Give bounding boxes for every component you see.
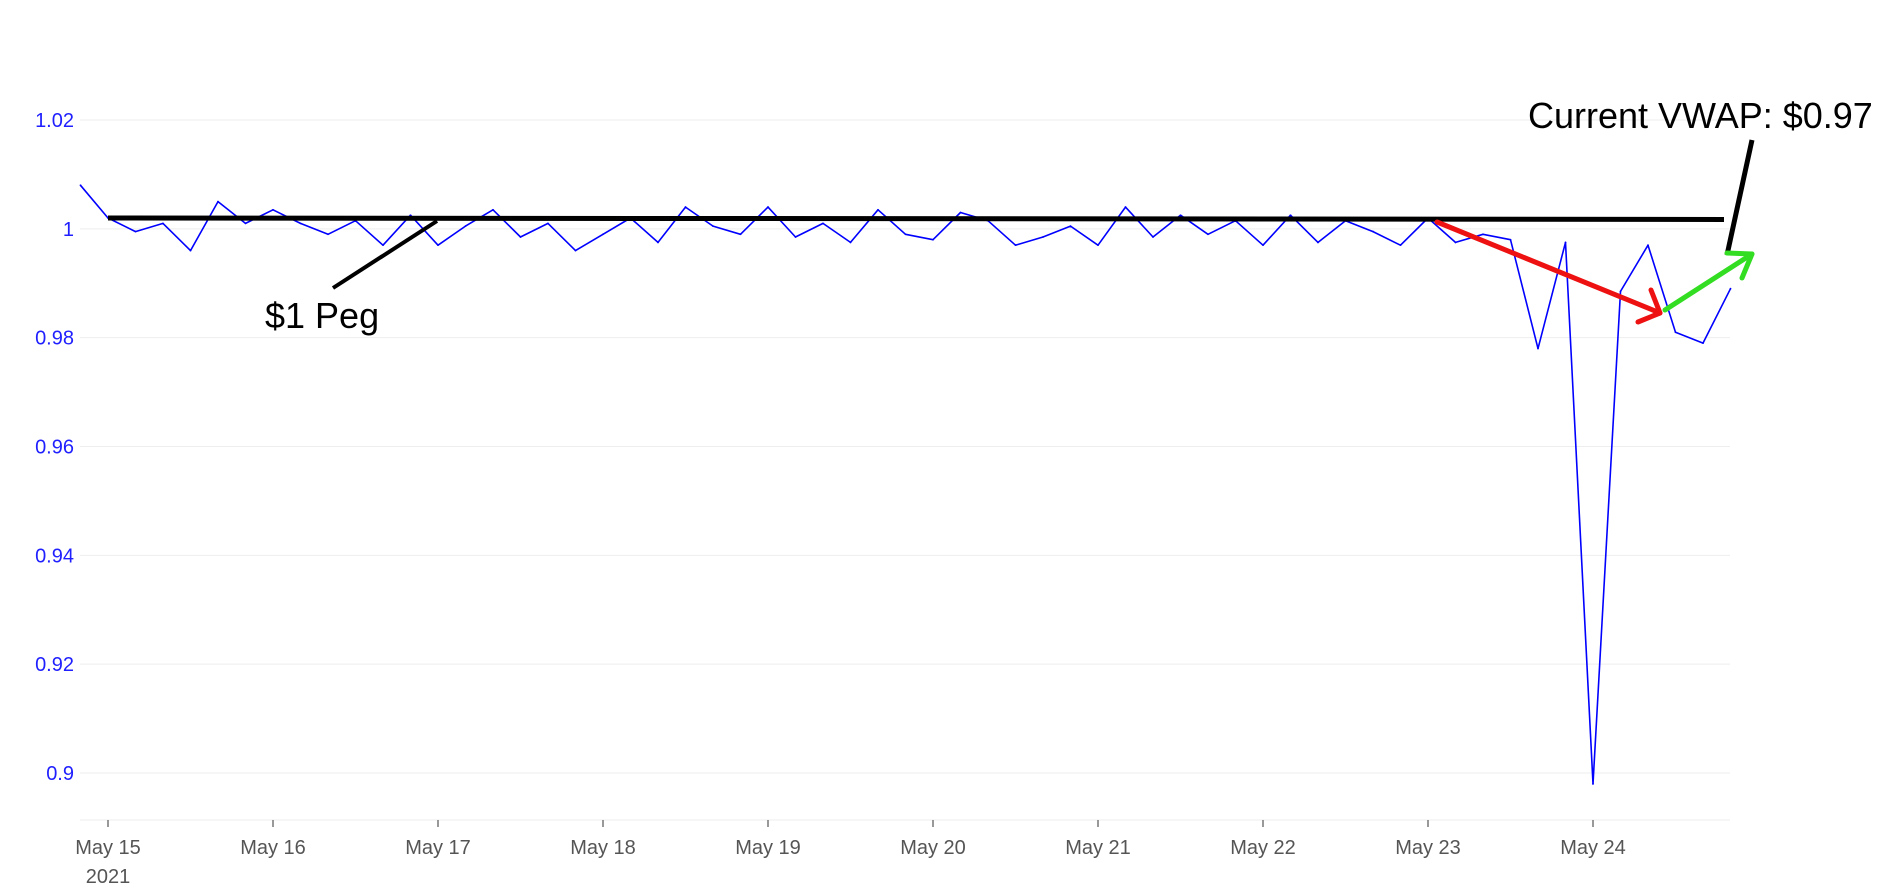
series-layer xyxy=(79,184,1732,785)
y-tick-label: 1.02 xyxy=(35,110,74,132)
vwap-label: Current VWAP: $0.97 xyxy=(1528,95,1873,136)
x-tick-label: May 16 xyxy=(240,837,306,859)
y-tick-label: 1 xyxy=(63,219,74,241)
down-arrow-shaft xyxy=(1434,219,1663,316)
data-point xyxy=(1097,244,1099,247)
peg-leader-line xyxy=(331,219,439,290)
data-point xyxy=(272,208,274,211)
data-point xyxy=(1317,241,1319,244)
data-point xyxy=(1674,331,1677,334)
y-tick-label: 0.98 xyxy=(35,328,74,350)
data-point xyxy=(1537,347,1539,350)
x-tick-label: May 15 xyxy=(75,837,141,859)
data-point xyxy=(1014,244,1017,247)
data-point xyxy=(327,233,329,236)
data-point xyxy=(602,233,604,236)
data-point xyxy=(1372,230,1374,233)
vwap-leader-line xyxy=(1724,139,1755,256)
data-point xyxy=(1592,782,1594,785)
data-point xyxy=(1179,214,1182,217)
down-arrow-head xyxy=(1635,287,1663,325)
data-point xyxy=(134,230,137,233)
data-point xyxy=(657,241,659,244)
data-point xyxy=(1647,244,1649,247)
y-tick-label: 0.9 xyxy=(46,763,74,785)
data-point xyxy=(189,249,192,252)
x-year-label: 2021 xyxy=(86,866,131,888)
data-point xyxy=(1619,290,1622,293)
peg-reference-line xyxy=(107,215,1725,222)
data-point xyxy=(574,249,577,252)
annotations: $1 Peg Current VWAP: $0.97 xyxy=(265,95,1873,336)
data-point xyxy=(1564,241,1567,244)
data-point xyxy=(1262,244,1264,247)
data-point xyxy=(382,244,384,247)
data-point xyxy=(1207,233,1209,236)
data-point xyxy=(519,236,522,238)
data-point xyxy=(492,208,494,211)
data-point xyxy=(1509,238,1512,241)
data-point xyxy=(1124,206,1127,208)
up-arrow-shaft xyxy=(1662,251,1755,313)
y-tick-label: 0.96 xyxy=(35,437,74,459)
data-point xyxy=(822,222,824,225)
x-tick-label: May 23 xyxy=(1395,837,1461,859)
x-tick-label: May 19 xyxy=(735,837,801,859)
data-point xyxy=(904,233,907,236)
peg-label: $1 Peg xyxy=(265,295,379,336)
data-point xyxy=(959,211,962,214)
data-point xyxy=(1702,342,1704,345)
data-point xyxy=(437,244,439,247)
data-point xyxy=(712,225,714,228)
x-axis: May 15 May 16 May 17 May 18 May 19 May 20 May … xyxy=(75,820,1626,888)
x-tick-label: May 20 xyxy=(900,837,966,859)
data-point xyxy=(217,200,219,203)
data-point xyxy=(547,222,549,225)
x-tick-label: May 22 xyxy=(1230,837,1296,859)
data-point xyxy=(1069,225,1072,228)
y-axis: 0.9 0.92 0.94 0.96 0.98 1 1.02 xyxy=(35,110,74,785)
data-point xyxy=(162,222,164,225)
data-point xyxy=(299,222,302,225)
y-tick-label: 0.94 xyxy=(35,545,74,567)
x-tick-label: May 24 xyxy=(1560,837,1626,859)
data-point xyxy=(1399,244,1402,247)
y-tick-label: 0.92 xyxy=(35,654,74,676)
data-point xyxy=(932,238,934,241)
data-point xyxy=(1729,287,1732,290)
data-point xyxy=(1152,236,1154,238)
data-point xyxy=(79,184,82,187)
data-point xyxy=(739,233,742,236)
data-point xyxy=(1482,233,1484,236)
up-arrow-head xyxy=(1724,250,1755,281)
data-point xyxy=(464,225,467,228)
data-point xyxy=(877,208,879,211)
gridlines xyxy=(80,119,1730,821)
x-tick-label: May 18 xyxy=(570,837,636,859)
data-point xyxy=(1042,236,1044,238)
data-point xyxy=(684,206,687,208)
data-point xyxy=(794,236,797,238)
x-tick-label: May 21 xyxy=(1065,837,1131,859)
data-point xyxy=(849,241,852,244)
data-point xyxy=(409,214,412,217)
data-point xyxy=(244,222,247,225)
price-series-line xyxy=(79,184,1732,785)
x-tick-label: May 17 xyxy=(405,837,471,859)
data-point xyxy=(767,206,769,208)
data-point xyxy=(1289,214,1292,217)
data-point xyxy=(1454,241,1457,244)
